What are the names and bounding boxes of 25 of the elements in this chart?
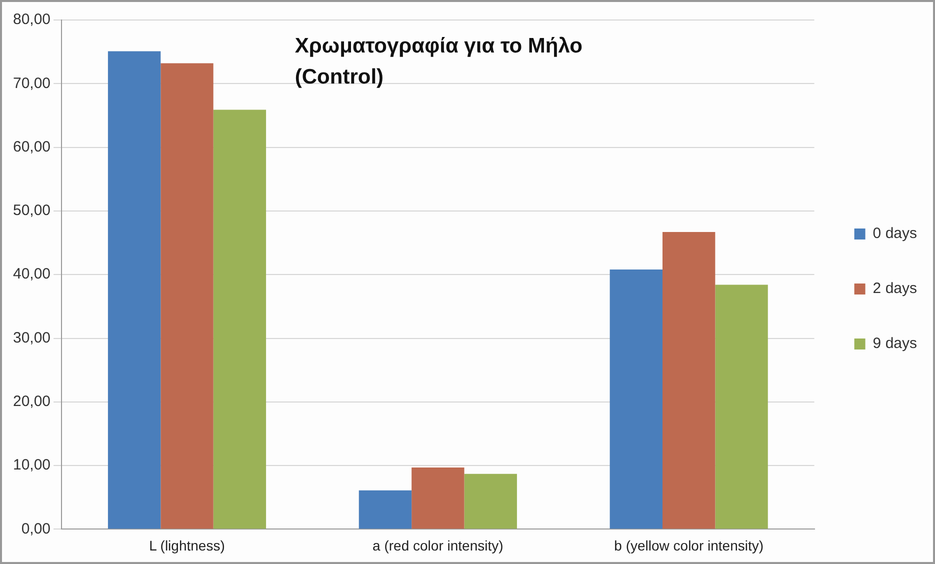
- x-tick-label: a (red color intensity): [372, 537, 504, 554]
- y-tick-label: 30,00: [12, 329, 51, 346]
- legend-label: 9 days: [872, 335, 918, 352]
- y-tick-label: 70,00: [12, 74, 51, 92]
- legend-label: 2 days: [872, 280, 918, 298]
- bar: [715, 284, 768, 529]
- x-tick-label: b (yellow color intensity): [614, 537, 764, 554]
- y-tick-label: 0,00: [21, 520, 51, 538]
- x-tick-label: L (lightness): [149, 537, 225, 554]
- bar: [160, 63, 214, 529]
- y-tick-label: 10,00: [12, 456, 51, 474]
- y-tick-label: 20,00: [12, 393, 51, 410]
- bar: [662, 232, 716, 529]
- y-tick-label: 40,00: [12, 266, 51, 283]
- bar: [464, 474, 517, 529]
- bar: [108, 51, 161, 529]
- bar: [358, 490, 412, 529]
- legend-label: 0 days: [872, 225, 918, 242]
- y-tick-label: 80,00: [12, 11, 51, 28]
- bar: [610, 270, 662, 529]
- bar: [412, 467, 464, 529]
- bar: [213, 110, 266, 529]
- y-tick-label: 50,00: [12, 202, 51, 220]
- text: Χρωματογραφία για το Μήλο (Control): [294, 34, 582, 88]
- y-tick-label: 60,00: [12, 138, 51, 156]
